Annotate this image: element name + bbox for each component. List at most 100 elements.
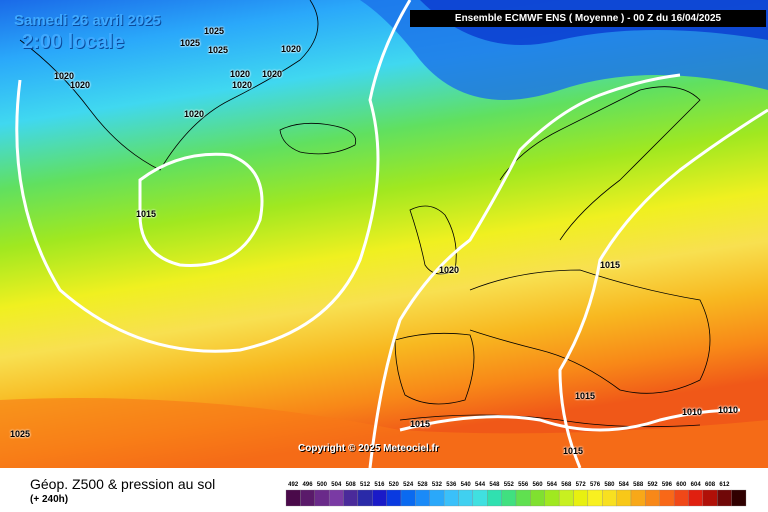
scale-label: 588	[633, 482, 644, 488]
scale-swatch	[544, 489, 560, 507]
isobar-label: 1015	[410, 419, 431, 429]
isobar-label: 1020	[54, 71, 75, 81]
scale-swatch	[702, 489, 718, 507]
scale-swatch	[372, 489, 387, 507]
scale-label: 560	[533, 482, 544, 488]
scale-swatch	[314, 489, 330, 507]
scale-label: 504	[331, 482, 342, 488]
scale-label: 564	[547, 482, 558, 488]
forecast-lead-time: (+ 240h)	[30, 494, 69, 505]
weather-map	[0, 0, 768, 468]
scale-swatch	[328, 489, 344, 507]
scale-swatch	[616, 489, 632, 507]
scale-label: 508	[346, 482, 357, 488]
scale-swatch	[731, 489, 747, 507]
scale-swatch	[515, 489, 531, 507]
scale-label: 520	[389, 482, 400, 488]
scale-swatch	[400, 489, 416, 507]
coast-europe	[469, 269, 711, 394]
scale-swatch	[602, 489, 617, 507]
scale-label: 524	[403, 482, 414, 488]
isobar-label: 1025	[180, 38, 201, 48]
scale-swatch	[501, 489, 517, 507]
isobar-label: 1020	[230, 69, 251, 79]
scale-swatch	[587, 489, 603, 507]
scale-swatch	[285, 489, 301, 507]
isobar-label: 1015	[575, 391, 596, 401]
scale-swatch	[300, 489, 315, 507]
scale-label: 580	[604, 482, 615, 488]
scale-label: 500	[317, 482, 328, 488]
isobar-label: 1025	[204, 26, 225, 36]
scale-swatch	[458, 489, 474, 507]
coastlines	[19, 0, 711, 428]
scale-swatch	[443, 489, 459, 507]
scale-label: 596	[662, 482, 673, 488]
scale-label: 576	[590, 482, 601, 488]
scale-swatch	[573, 489, 589, 507]
scale-swatch	[645, 489, 660, 507]
isobar-label: 1020	[232, 80, 253, 90]
scale-label: 536	[446, 482, 457, 488]
isobar-1020-west	[15, 0, 412, 353]
forecast-time: Samedi 26 avril 2025 2:00 locale	[14, 12, 161, 54]
scale-swatch	[659, 489, 675, 507]
scale-swatch	[558, 489, 574, 507]
scale-swatch	[530, 489, 545, 507]
isobar-label: 1010	[718, 405, 739, 415]
scale-swatch	[429, 489, 445, 507]
scale-swatch	[688, 489, 704, 507]
map-title: Géop. Z500 & pression au sol	[30, 476, 216, 492]
scale-label: 528	[418, 482, 429, 488]
scale-label: 540	[461, 482, 472, 488]
scale-label: 568	[561, 482, 572, 488]
forecast-date: Samedi 26 avril 2025	[14, 12, 161, 29]
isobar-label: 1010	[682, 407, 703, 417]
isobar-1015-east	[558, 108, 768, 468]
model-run-banner: Ensemble ECMWF ENS ( Moyenne ) - 00 Z du…	[410, 10, 766, 27]
geopotential-field	[0, 0, 768, 468]
coast-iceland	[279, 122, 357, 155]
copyright: Copyright © 2025 Meteociel.fr	[298, 443, 439, 454]
scale-label: 600	[676, 482, 687, 488]
isobar-label: 1015	[600, 260, 621, 270]
color-scale: 492 496 500 504 508 512 516 520 524 528 532 536 540 5…	[285, 482, 747, 507]
isobar-label: 1020	[439, 265, 460, 275]
scale-label: 532	[432, 482, 443, 488]
coast-scandinavia	[499, 86, 701, 241]
scale-label: 512	[360, 482, 371, 488]
scale-label: 592	[648, 482, 659, 488]
scale-label: 604	[691, 482, 702, 488]
isobar-label: 1015	[563, 446, 584, 456]
forecast-local-time: 2:00 locale	[22, 31, 125, 53]
isobars	[15, 0, 768, 468]
scale-label: 556	[518, 482, 529, 488]
scale-swatch	[343, 489, 359, 507]
isobar-label: 1020	[262, 69, 283, 79]
isobar-1015-low	[138, 152, 264, 267]
isobar-label: 1015	[136, 209, 157, 219]
coast-greenland	[19, 0, 319, 171]
scale-label: 612	[719, 482, 730, 488]
scale-label: 584	[619, 482, 630, 488]
isobar-label: 1020	[70, 80, 91, 90]
scale-swatch	[717, 489, 732, 507]
coast-iberia	[394, 332, 475, 405]
scale-label: 516	[374, 482, 385, 488]
scale-swatch	[673, 489, 689, 507]
isobar-1015-south	[399, 408, 741, 432]
z500-field-south	[0, 398, 768, 468]
scale-swatch	[386, 489, 402, 507]
scale-swatch	[487, 489, 502, 507]
coast-british-isles	[409, 205, 457, 275]
isobar-label: 1025	[10, 429, 31, 439]
scale-swatch	[415, 489, 430, 507]
scale-label: 492	[288, 482, 299, 488]
isobar-1020-central	[368, 73, 681, 468]
scale-label: 552	[504, 482, 515, 488]
scale-swatch	[357, 489, 373, 507]
isobar-label: 1025	[208, 45, 229, 55]
coast-north-africa	[399, 414, 701, 428]
scale-label: 548	[489, 482, 500, 488]
